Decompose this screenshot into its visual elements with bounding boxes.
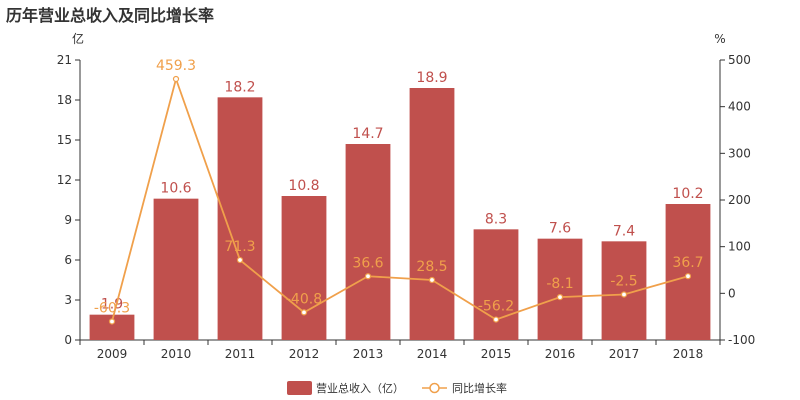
growth-rate-point xyxy=(620,291,628,298)
legend: 营业总收入（亿） 同比增长率 xyxy=(287,381,507,395)
x-tick-label: 2018 xyxy=(673,347,704,361)
y-right-tick-label: 100 xyxy=(728,240,751,254)
revenue-bar-label: 18.2 xyxy=(224,79,255,95)
growth-rate-label: -40.8 xyxy=(286,291,322,307)
growth-rate-point xyxy=(428,276,436,284)
y-left-tick-label: 3 xyxy=(64,293,72,307)
y-left-tick-label: 9 xyxy=(64,213,72,227)
legend-swatch-revenue xyxy=(287,381,312,395)
y-left-tick-label: 6 xyxy=(64,253,72,267)
y-right-tick-label: 300 xyxy=(728,146,751,160)
x-tick-label: 2013 xyxy=(353,347,384,361)
y-right-tick-label: 400 xyxy=(728,100,751,114)
growth-rate-label: -56.2 xyxy=(478,299,514,315)
bar-series xyxy=(89,88,711,340)
growth-rate-line xyxy=(111,75,689,322)
growth-rate-point xyxy=(492,316,500,323)
y-right-unit: % xyxy=(714,32,725,46)
revenue-bar-label: 8.3 xyxy=(485,211,507,227)
revenue-bar-label: 10.6 xyxy=(160,181,191,197)
line-series xyxy=(108,75,692,325)
x-tick-label: 2009 xyxy=(97,347,128,361)
growth-rate-point xyxy=(684,273,692,280)
bar-labels: 1.910.618.210.814.718.98.37.6 7.410.2 xyxy=(101,70,704,313)
growth-rate-label: -8.1 xyxy=(546,276,573,292)
revenue-bar xyxy=(281,196,327,340)
y-left-tick-label: 12 xyxy=(57,173,72,187)
revenue-bar-label: 18.9 xyxy=(416,70,447,86)
x-tick-label: 2016 xyxy=(545,347,576,361)
growth-rate-point xyxy=(300,309,308,316)
growth-rate-point xyxy=(172,75,180,83)
y-left-tick-label: 21 xyxy=(57,53,72,67)
y-left-unit: 亿 xyxy=(72,31,84,46)
growth-rate-point xyxy=(556,294,564,301)
growth-rate-point xyxy=(108,318,116,325)
growth-rate-label: -2.5 xyxy=(610,274,637,290)
y-right-tick-label: 200 xyxy=(728,193,751,207)
y-right-tick-label: 500 xyxy=(728,53,751,67)
y-left-tick-label: 18 xyxy=(57,93,72,107)
growth-rate-label: 71.3 xyxy=(224,239,255,255)
growth-rate-label: 459.3 xyxy=(156,58,196,74)
legend-label-growth: 同比增长率 xyxy=(452,381,507,395)
revenue-bar xyxy=(473,229,519,340)
growth-rate-label: -60.3 xyxy=(94,300,130,316)
revenue-bar-label: 14.7 xyxy=(352,126,383,142)
revenue-bar-label: 7.6 xyxy=(549,221,571,237)
revenue-bar xyxy=(409,88,455,340)
y-left-tick-label: 0 xyxy=(64,333,72,347)
growth-rate-label: 28.5 xyxy=(416,259,447,275)
x-tick-label: 2017 xyxy=(609,347,640,361)
x-tick-label: 2014 xyxy=(417,347,448,361)
y-left-tick-label: 15 xyxy=(57,133,72,147)
revenue-bar xyxy=(153,198,199,340)
revenue-bar xyxy=(665,204,711,340)
revenue-bar xyxy=(217,97,263,340)
revenue-bar xyxy=(345,144,391,340)
growth-rate-point xyxy=(364,273,372,280)
legend-swatch-growth-marker xyxy=(429,382,440,394)
x-tick-label: 2011 xyxy=(225,347,256,361)
line-labels: -60.3 459.3 71.3 -40.8 36.6 28.5 -56.2 -8.1 -2.5… xyxy=(94,58,704,316)
y-right-tick-label: -100 xyxy=(728,333,755,347)
growth-rate-label: 36.6 xyxy=(352,255,383,271)
revenue-bar-label: 10.8 xyxy=(288,178,319,194)
revenue-bar-label: 10.2 xyxy=(672,186,703,202)
growth-rate-label: 36.7 xyxy=(672,255,703,271)
revenue-bar-label: 7.4 xyxy=(613,223,635,239)
legend-label-revenue: 营业总收入（亿） xyxy=(316,381,404,395)
chart-title: 历年营业总收入及同比增长率 xyxy=(6,6,214,25)
y-right-tick-label: 0 xyxy=(728,286,736,300)
x-tick-label: 2015 xyxy=(481,347,512,361)
x-tick-label: 2012 xyxy=(289,347,320,361)
growth-rate-point xyxy=(236,256,244,264)
x-tick-label: 2010 xyxy=(161,347,192,361)
revenue-bar xyxy=(537,238,583,340)
